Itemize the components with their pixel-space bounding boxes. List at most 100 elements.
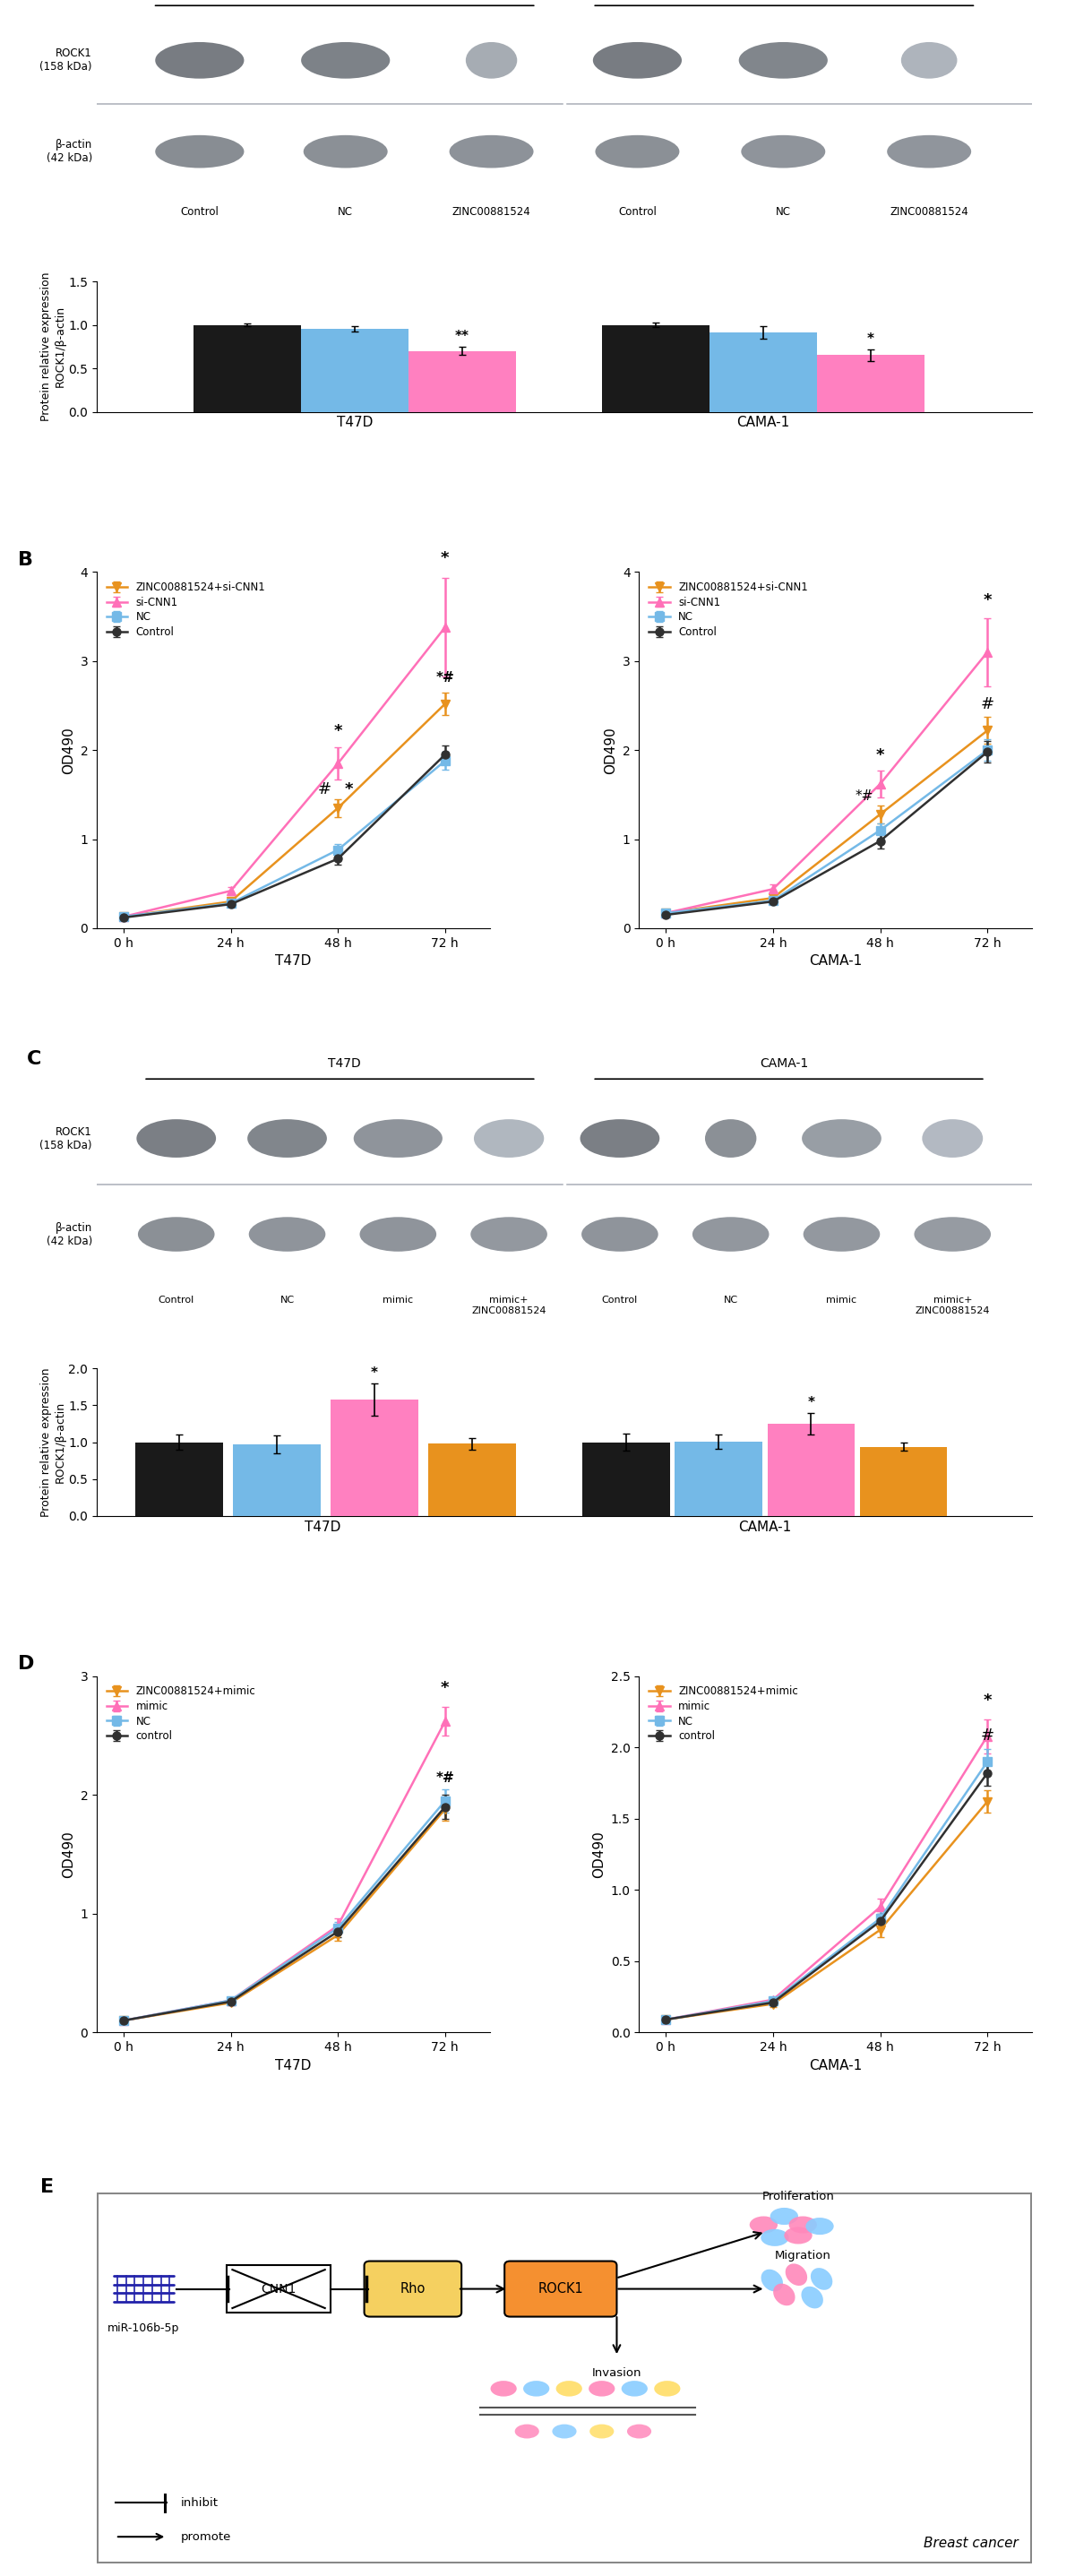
Ellipse shape bbox=[248, 1216, 326, 1252]
Ellipse shape bbox=[582, 1216, 658, 1252]
Ellipse shape bbox=[474, 1118, 544, 1157]
Text: #: # bbox=[980, 1728, 994, 1744]
Text: D: D bbox=[18, 1654, 34, 1672]
Ellipse shape bbox=[524, 2380, 549, 2396]
FancyBboxPatch shape bbox=[504, 2262, 617, 2316]
Ellipse shape bbox=[553, 2424, 576, 2439]
Bar bbox=[331, 1399, 418, 1515]
X-axis label: T47D: T47D bbox=[275, 956, 312, 969]
Text: inhibit: inhibit bbox=[181, 2496, 218, 2509]
Legend: ZINC00881524+mimic, mimic, NC, control: ZINC00881524+mimic, mimic, NC, control bbox=[102, 1682, 260, 1747]
Ellipse shape bbox=[627, 2424, 651, 2439]
Ellipse shape bbox=[802, 1118, 882, 1157]
Bar bbox=[583, 1443, 670, 1515]
Text: promote: promote bbox=[181, 2532, 231, 2543]
Text: NC: NC bbox=[723, 1296, 737, 1303]
Text: Proliferation: Proliferation bbox=[762, 2190, 834, 2202]
Text: A: A bbox=[27, 0, 42, 3]
Ellipse shape bbox=[705, 1118, 757, 1157]
Ellipse shape bbox=[449, 134, 533, 167]
X-axis label: CAMA-1: CAMA-1 bbox=[809, 2058, 862, 2071]
Ellipse shape bbox=[741, 134, 826, 167]
Text: Control: Control bbox=[602, 1296, 637, 1303]
Text: *: * bbox=[345, 781, 353, 799]
Text: mimic: mimic bbox=[827, 1296, 857, 1303]
Text: *: * bbox=[868, 332, 874, 345]
Ellipse shape bbox=[354, 1118, 443, 1157]
Ellipse shape bbox=[155, 134, 244, 167]
Ellipse shape bbox=[155, 41, 244, 80]
Bar bbox=[194, 325, 301, 412]
Ellipse shape bbox=[589, 2424, 614, 2439]
Text: #: # bbox=[980, 696, 994, 711]
Text: CNN1: CNN1 bbox=[261, 2282, 297, 2295]
Ellipse shape bbox=[803, 1216, 880, 1252]
Bar bbox=[768, 1425, 855, 1515]
Text: *: * bbox=[371, 1365, 377, 1381]
Ellipse shape bbox=[621, 2380, 647, 2396]
Text: Breast cancer: Breast cancer bbox=[923, 2537, 1018, 2550]
Ellipse shape bbox=[471, 1216, 547, 1252]
Ellipse shape bbox=[922, 1118, 983, 1157]
Bar bbox=[301, 330, 408, 412]
Text: Control: Control bbox=[181, 206, 219, 219]
Text: *#: *# bbox=[856, 788, 874, 804]
Text: *: * bbox=[984, 592, 991, 608]
Text: β-actin
(42 kDa): β-actin (42 kDa) bbox=[46, 1221, 92, 1247]
Text: *: * bbox=[876, 747, 885, 762]
Y-axis label: OD490: OD490 bbox=[604, 726, 617, 773]
Text: Migration: Migration bbox=[775, 2251, 831, 2262]
Y-axis label: OD490: OD490 bbox=[592, 1832, 605, 1878]
Ellipse shape bbox=[556, 2380, 583, 2396]
Text: #: # bbox=[317, 781, 331, 799]
Ellipse shape bbox=[580, 1118, 660, 1157]
Ellipse shape bbox=[805, 2218, 834, 2236]
Text: ZINC00881524: ZINC00881524 bbox=[890, 206, 969, 219]
Ellipse shape bbox=[138, 1216, 215, 1252]
Text: *: * bbox=[441, 1680, 449, 1698]
Legend: ZINC00881524+si-CNN1, si-CNN1, NC, Control: ZINC00881524+si-CNN1, si-CNN1, NC, Contr… bbox=[102, 577, 270, 641]
Text: E: E bbox=[41, 2177, 54, 2195]
Ellipse shape bbox=[789, 2215, 817, 2233]
Text: Rho: Rho bbox=[400, 2282, 426, 2295]
Bar bbox=[675, 1443, 762, 1515]
Ellipse shape bbox=[692, 1216, 769, 1252]
Text: *: * bbox=[441, 549, 449, 567]
Text: ROCK1
(158 kDa): ROCK1 (158 kDa) bbox=[40, 49, 92, 72]
Ellipse shape bbox=[801, 2287, 823, 2308]
Bar bbox=[710, 332, 817, 412]
Bar bbox=[233, 1445, 320, 1515]
Text: *#: *# bbox=[435, 1772, 455, 1785]
Ellipse shape bbox=[739, 41, 828, 80]
Ellipse shape bbox=[589, 2380, 615, 2396]
Text: mimic: mimic bbox=[383, 1296, 413, 1303]
Text: ROCK1: ROCK1 bbox=[538, 2282, 584, 2295]
Ellipse shape bbox=[303, 134, 388, 167]
Y-axis label: OD490: OD490 bbox=[61, 726, 75, 773]
Text: Control: Control bbox=[618, 206, 657, 219]
Text: C: C bbox=[27, 1051, 41, 1069]
Text: mimic+
ZINC00881524: mimic+ ZINC00881524 bbox=[472, 1296, 546, 1314]
Ellipse shape bbox=[914, 1216, 991, 1252]
Ellipse shape bbox=[655, 2380, 680, 2396]
Text: NC: NC bbox=[338, 206, 354, 219]
Text: *: * bbox=[984, 1692, 991, 1708]
Text: *: * bbox=[333, 724, 342, 739]
Ellipse shape bbox=[593, 41, 682, 80]
Ellipse shape bbox=[515, 2424, 540, 2439]
Ellipse shape bbox=[773, 2282, 796, 2306]
Ellipse shape bbox=[247, 1118, 327, 1157]
Text: CAMA-1: CAMA-1 bbox=[760, 1056, 808, 1069]
Legend: ZINC00881524+si-CNN1, si-CNN1, NC, Control: ZINC00881524+si-CNN1, si-CNN1, NC, Contr… bbox=[644, 577, 812, 641]
Text: *: * bbox=[807, 1396, 815, 1409]
FancyBboxPatch shape bbox=[227, 2264, 331, 2313]
Ellipse shape bbox=[596, 134, 679, 167]
Ellipse shape bbox=[887, 134, 971, 167]
FancyBboxPatch shape bbox=[364, 2262, 461, 2316]
Ellipse shape bbox=[770, 2208, 798, 2226]
Bar bbox=[817, 355, 924, 412]
Y-axis label: Protein relative expression
ROCK1/β-actin: Protein relative expression ROCK1/β-acti… bbox=[41, 273, 66, 420]
Bar bbox=[408, 350, 516, 412]
Y-axis label: OD490: OD490 bbox=[61, 1832, 75, 1878]
Text: mimic+
ZINC00881524: mimic+ ZINC00881524 bbox=[915, 1296, 990, 1314]
